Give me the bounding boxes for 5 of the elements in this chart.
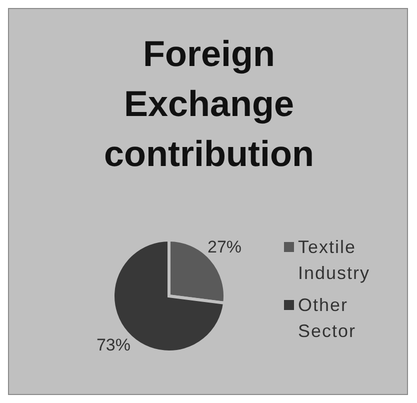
data-label: 27% [207,238,242,257]
chart-title: Foreign Exchange contribution [103,32,315,176]
legend-label: Textile Industry [298,236,372,285]
data-label: 73% [96,335,131,354]
legend-label: Other Sector [298,294,358,343]
